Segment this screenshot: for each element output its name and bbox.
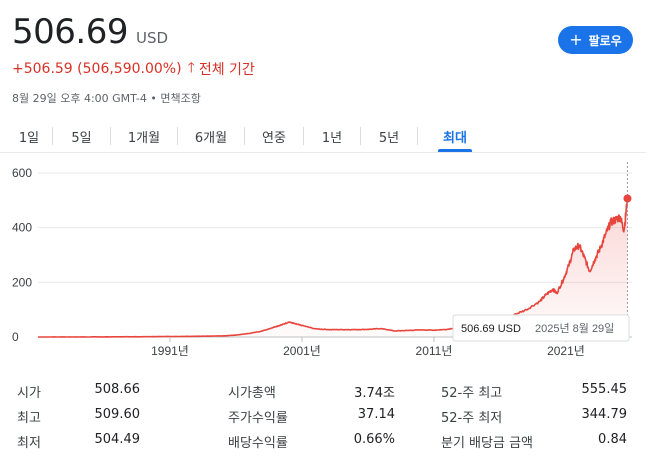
tab-1y[interactable]: 1년 xyxy=(304,120,360,152)
timestamp: 8월 29일 오후 4:00 GMT-4 xyxy=(12,92,147,105)
tab-divider xyxy=(360,127,361,145)
tab-1d[interactable]: 1일 xyxy=(6,120,52,152)
change-value: +506.59 (506,590.00%) xyxy=(12,61,182,77)
price-change: +506.59 (506,590.00%) 🡑 전체 기간 xyxy=(12,57,255,81)
stat-value: 37.14 xyxy=(357,407,395,422)
stat-value: 344.79 xyxy=(581,407,628,422)
stat-value: 555.45 xyxy=(581,382,628,397)
stat-value: 504.49 xyxy=(94,432,141,447)
price-chart[interactable]: 600 400 200 0 1991년 2001년 2011년 2021년 506.69 U… xyxy=(0,160,646,360)
follow-button[interactable]: + 팔로우 xyxy=(558,26,633,54)
tab-label: 1년 xyxy=(321,130,343,146)
stat-value: 509.60 xyxy=(94,407,141,422)
tab-ytd[interactable]: 연중 xyxy=(245,120,303,152)
stat-label: 최고 xyxy=(17,411,41,426)
x-tick-label: 2001년 xyxy=(283,344,321,358)
stat-label: 배당수익률 xyxy=(228,436,288,451)
stat-label: 분기 배당금 금액 xyxy=(441,436,533,451)
stat-label: 52-주 최고 xyxy=(441,386,503,401)
last-price-dot xyxy=(623,194,632,203)
tab-divider xyxy=(177,127,178,145)
tooltip-date: 2025년 8월 29일 xyxy=(535,321,614,335)
stat-label: 시가 xyxy=(17,386,41,401)
x-tick-label: 1991년 xyxy=(151,344,189,358)
arrow-up-icon: 🡑 xyxy=(187,60,195,76)
follow-label: 팔로우 xyxy=(588,33,622,48)
y-axis-labels: 600 400 200 0 xyxy=(12,166,32,344)
tab-label: 연중 xyxy=(262,130,286,146)
x-tick-label: 2021년 xyxy=(547,344,585,358)
y-tick-label: 0 xyxy=(12,330,19,344)
disclaimer-link[interactable]: • 면책조항 xyxy=(150,92,201,105)
stat-value: 0.84 xyxy=(598,432,627,447)
tab-divider xyxy=(303,127,304,145)
tab-divider xyxy=(244,127,245,145)
tab-label: 6개월 xyxy=(194,130,228,146)
stat-value: 0.66% xyxy=(353,432,395,447)
stat-label: 시가총액 xyxy=(228,386,276,401)
stat-label: 최저 xyxy=(17,436,41,451)
y-tick-label: 600 xyxy=(12,166,32,180)
stat-label: 52-주 최저 xyxy=(441,411,503,426)
y-tick-label: 400 xyxy=(12,221,32,235)
tab-label: 1개월 xyxy=(127,130,161,146)
stat-value: 3.74조 xyxy=(354,386,395,401)
stat-value: 508.66 xyxy=(94,382,141,397)
price-line xyxy=(38,195,629,338)
tab-5d[interactable]: 5일 xyxy=(53,120,110,152)
tooltip-value: 506.69 USD xyxy=(461,323,521,335)
current-price: 506.69 xyxy=(12,12,128,52)
change-period: 전체 기간 xyxy=(198,62,255,78)
plus-icon: + xyxy=(569,30,583,49)
tabs-underline-divider xyxy=(0,152,646,153)
tab-label: 5년 xyxy=(378,130,400,146)
tab-1m[interactable]: 1개월 xyxy=(111,120,177,152)
tab-divider xyxy=(52,127,53,145)
x-axis-ticks: 1991년 2001년 2011년 2021년 xyxy=(151,337,585,358)
tab-label: 최대 xyxy=(443,130,467,146)
chart-tooltip: 506.69 USD 2025년 8월 29일 xyxy=(452,314,630,342)
tab-max[interactable]: 최대 xyxy=(438,120,472,152)
tab-5y[interactable]: 5년 xyxy=(361,120,417,152)
tab-6m[interactable]: 6개월 xyxy=(178,120,244,152)
range-tabs: 1일 5일 1개월 6개월 연중 1년 5년 최대 xyxy=(6,120,472,152)
currency-label: USD xyxy=(135,29,169,47)
tab-divider xyxy=(110,127,111,145)
tab-label: 1일 xyxy=(18,130,40,146)
tab-label: 5일 xyxy=(71,130,92,146)
tab-divider xyxy=(417,127,418,145)
y-tick-label: 200 xyxy=(12,275,32,289)
stat-label: 주가수익률 xyxy=(228,411,288,426)
x-tick-label: 2011년 xyxy=(416,344,453,358)
quote-header: 506.69 USD xyxy=(12,12,168,52)
timestamp-line: 8월 29일 오후 4:00 GMT-4 • 면책조항 xyxy=(12,90,201,106)
